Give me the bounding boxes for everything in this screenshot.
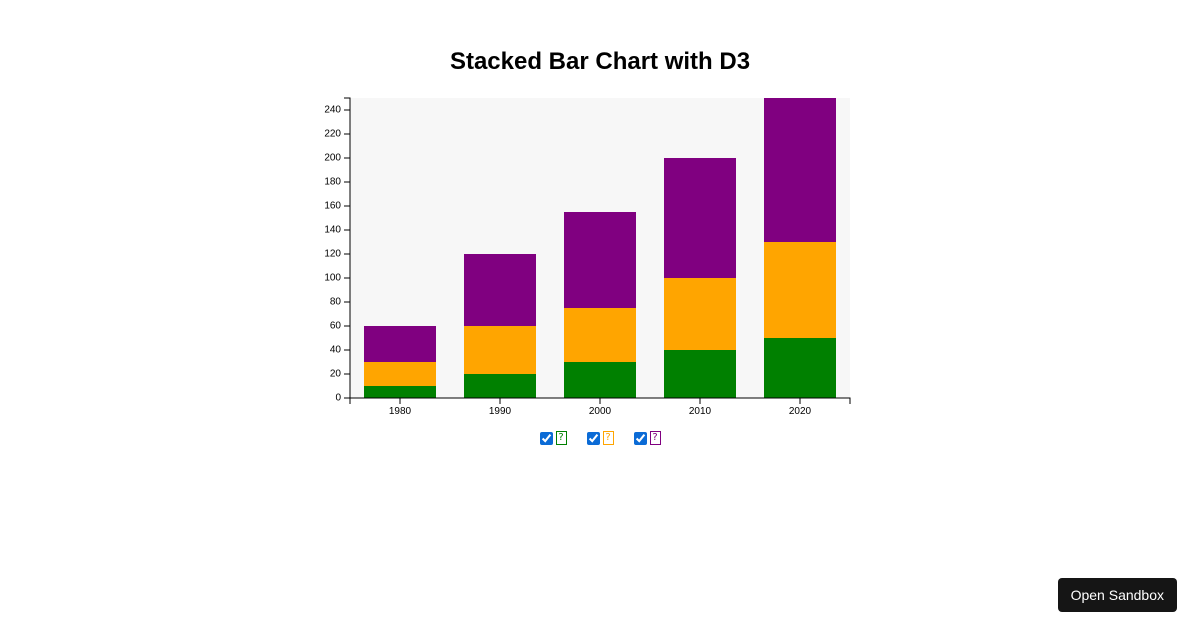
y-tick-label-100: 100 xyxy=(324,273,341,284)
page-title: Stacked Bar Chart with D3 xyxy=(449,48,751,75)
y-tick-label-180: 180 xyxy=(324,177,341,188)
y-tick-label-40: 40 xyxy=(330,345,342,356)
y-tick-label-0: 0 xyxy=(335,393,341,404)
legend-item-series-3[interactable]: ? xyxy=(633,431,661,445)
series-3-checkbox[interactable] xyxy=(633,431,647,445)
series-1-glyph: ? xyxy=(555,431,567,445)
bar-2020-series-1 xyxy=(764,338,836,398)
x-tick-label-2000: 2000 xyxy=(589,406,612,417)
bars-group xyxy=(364,98,836,398)
series-2-glyph: ? xyxy=(602,431,614,445)
bar-1990-series-3 xyxy=(464,254,536,326)
bar-1990-series-1 xyxy=(464,374,536,398)
y-tick-label-200: 200 xyxy=(324,153,341,164)
y-tick-label-120: 120 xyxy=(324,249,341,260)
open-sandbox-button[interactable]: Open Sandbox xyxy=(1057,578,1177,612)
bar-2000-series-3 xyxy=(564,212,636,308)
y-tick-label-160: 160 xyxy=(324,201,341,212)
bar-1980-series-2 xyxy=(364,362,436,386)
x-tick-label-1990: 1990 xyxy=(489,406,512,417)
y-tick-label-240: 240 xyxy=(324,105,341,116)
bar-2010-series-1 xyxy=(664,350,736,398)
series-1-checkbox[interactable] xyxy=(539,431,553,445)
y-axis: 0 20 40 60 80 100 120 140 160 180 200 220 240 xyxy=(324,97,351,404)
bar-2010-series-2 xyxy=(664,278,736,350)
bar-2010-series-3 xyxy=(664,158,736,278)
y-axis-line xyxy=(344,97,351,399)
y-tick-label-20: 20 xyxy=(330,369,342,380)
bar-2000-series-2 xyxy=(564,308,636,362)
bar-2020-series-2 xyxy=(764,242,836,338)
y-tick-label-220: 220 xyxy=(324,129,341,140)
legend-item-series-1[interactable]: ? xyxy=(539,431,567,445)
bar-1990-series-2 xyxy=(464,326,536,374)
x-tick-label-2010: 2010 xyxy=(689,406,712,417)
bar-2020-series-3 xyxy=(764,98,836,242)
y-tick-label-140: 140 xyxy=(324,225,341,236)
series-2-checkbox[interactable] xyxy=(586,431,600,445)
legend-item-series-2[interactable]: ? xyxy=(586,431,614,445)
bar-2000-series-1 xyxy=(564,362,636,398)
bar-1980-series-1 xyxy=(364,386,436,398)
series-legend: ? ? ? xyxy=(0,431,1200,445)
y-tick-label-60: 60 xyxy=(330,321,342,332)
x-tick-label-2020: 2020 xyxy=(789,406,812,417)
x-axis: 1980 1990 2000 2010 2020 xyxy=(349,397,851,417)
bar-1980-series-3 xyxy=(364,326,436,362)
x-tick-label-1980: 1980 xyxy=(389,406,412,417)
series-3-glyph: ? xyxy=(649,431,661,445)
y-tick-label-80: 80 xyxy=(330,297,342,308)
